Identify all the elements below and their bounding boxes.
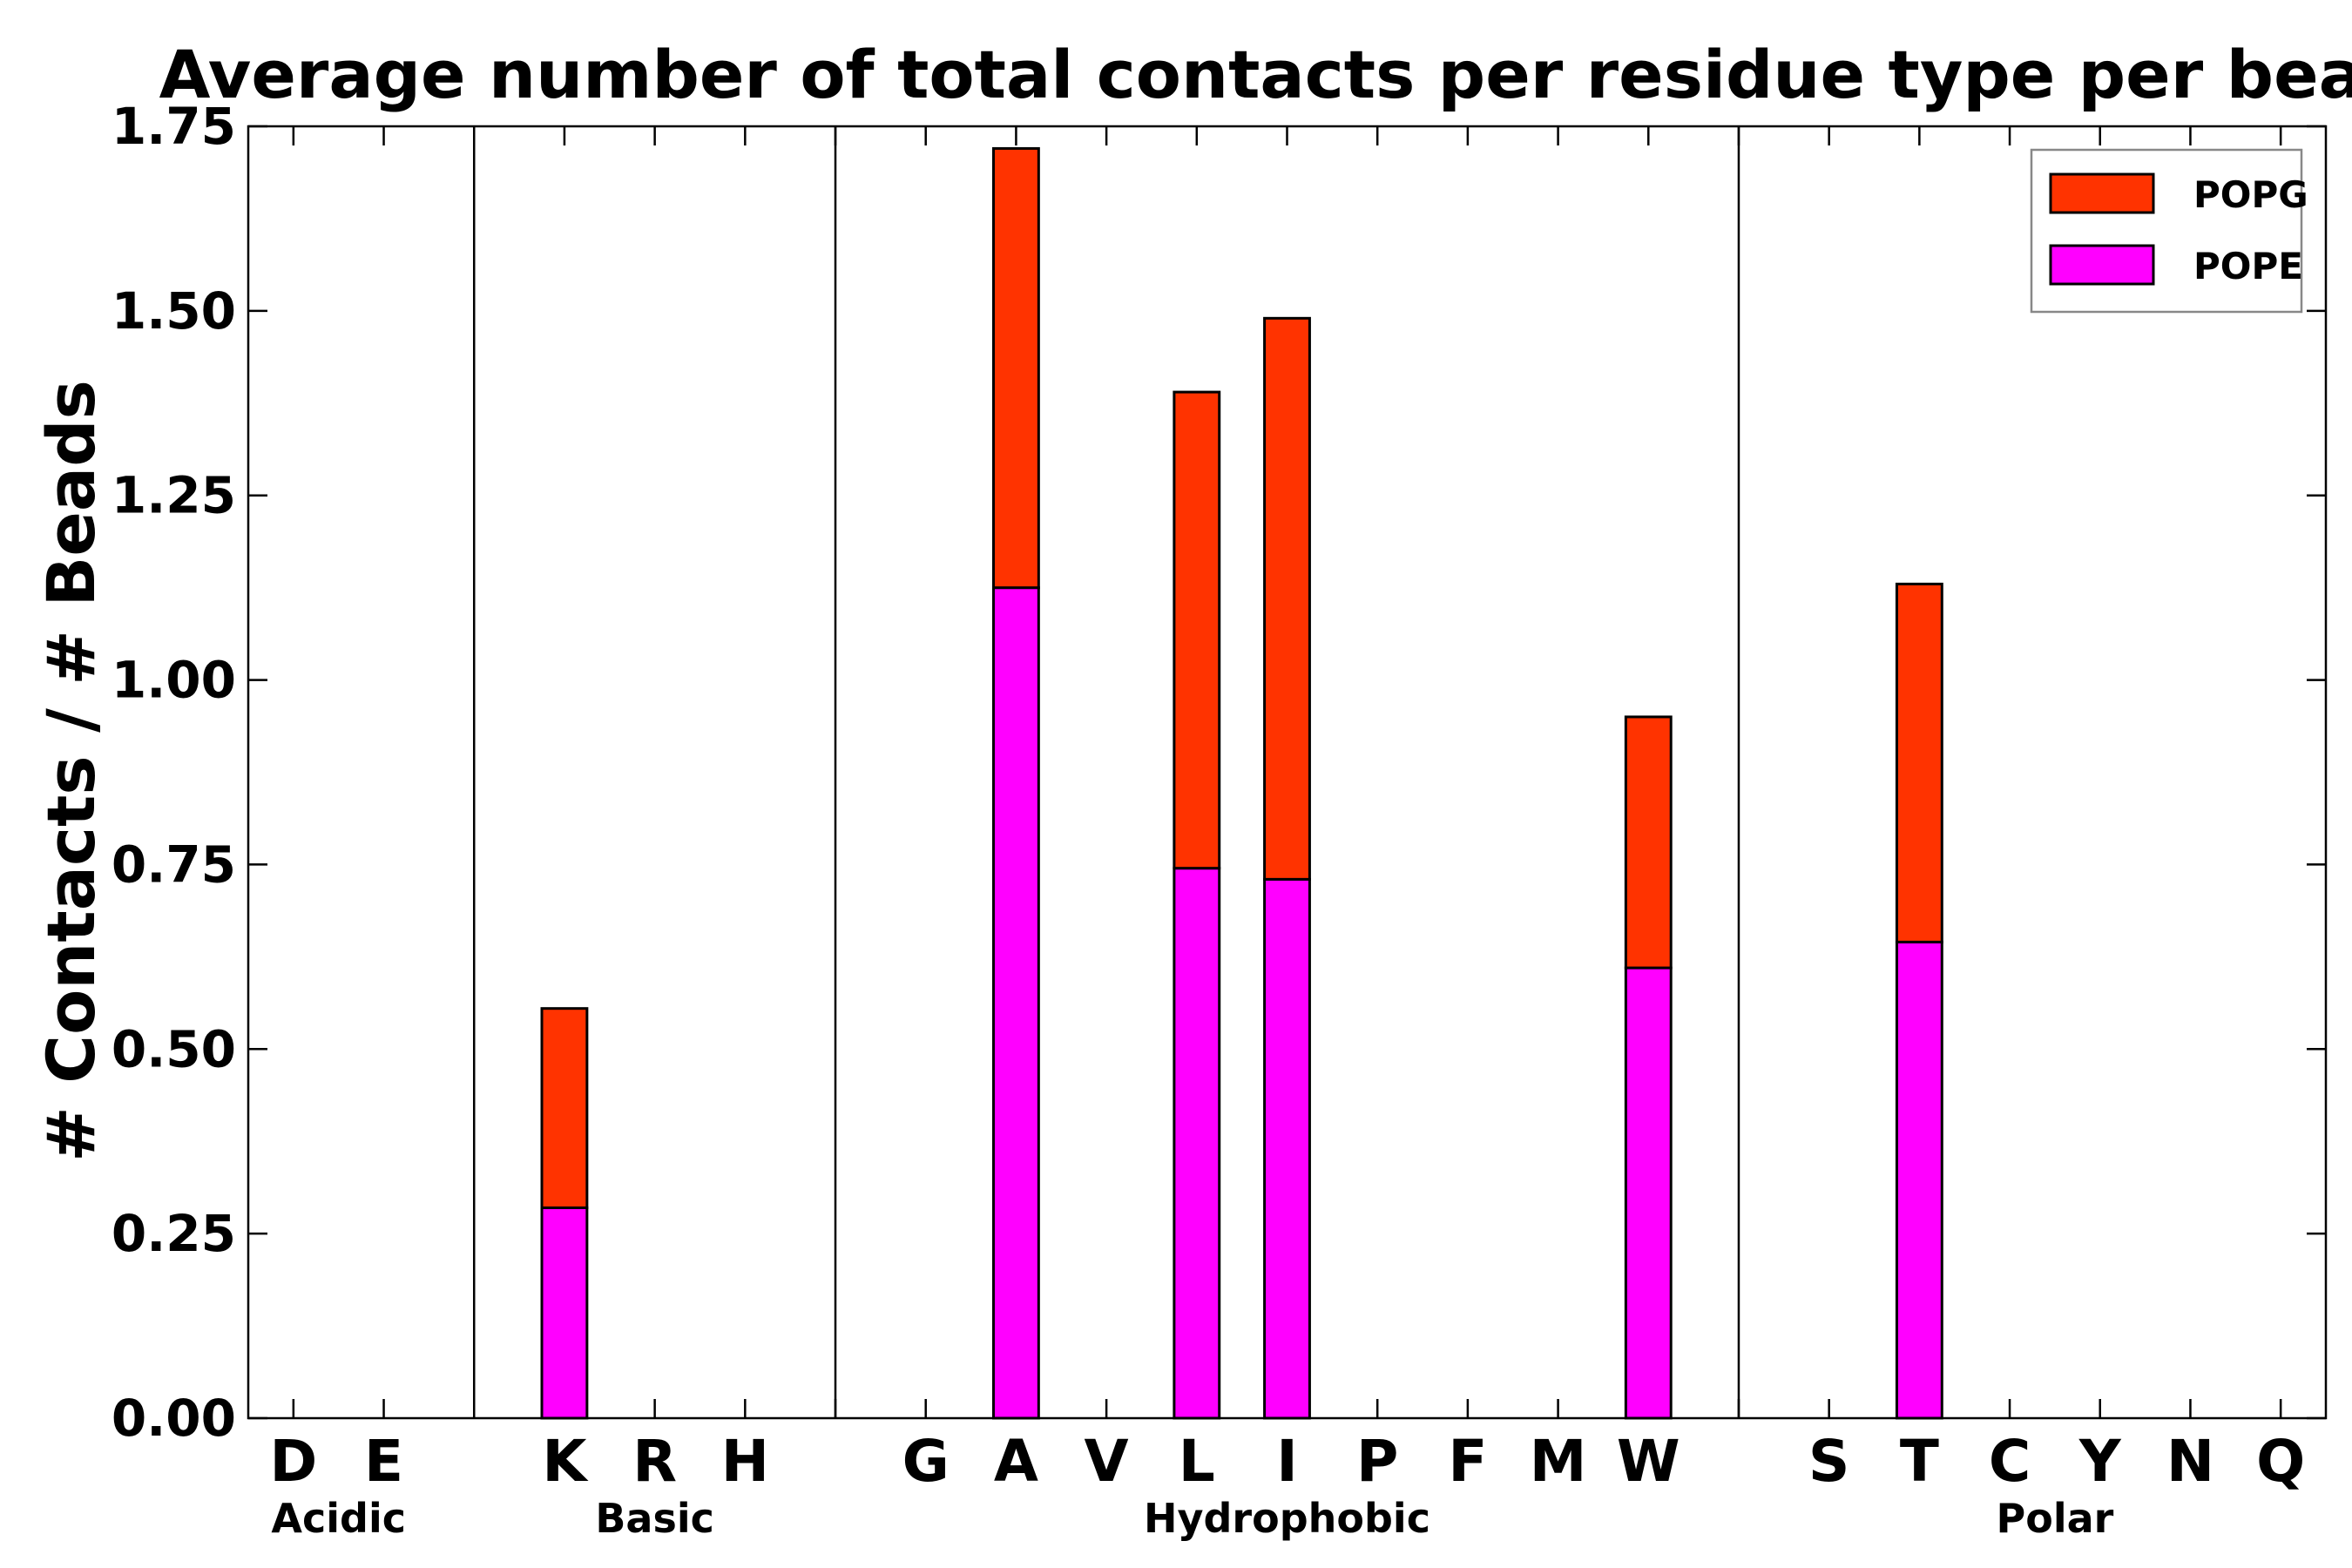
y-tick-label: 0.75	[112, 835, 236, 894]
chart-title: Average number of total contacts per res…	[159, 36, 2352, 113]
y-tick-label: 0.25	[112, 1204, 236, 1263]
bar-pope-L	[1173, 867, 1221, 1420]
x-tick-label: L	[1179, 1428, 1215, 1495]
bar-pope-K	[540, 1206, 589, 1420]
bar-pope-A	[991, 586, 1040, 1420]
x-tick-label: G	[902, 1428, 950, 1495]
x-tick-label: R	[632, 1428, 677, 1495]
legend-swatch-popg	[2049, 172, 2155, 214]
y-tick-label: 1.00	[112, 651, 236, 710]
x-tick-label: E	[364, 1428, 403, 1495]
bar-pope-T	[1895, 940, 1943, 1420]
x-tick-label: V	[1085, 1428, 1129, 1495]
x-tick-label: C	[1989, 1428, 2031, 1495]
x-tick-label: T	[1900, 1428, 1939, 1495]
group-label-basic: Basic	[595, 1495, 714, 1542]
x-tick-label: Q	[2256, 1428, 2305, 1495]
plot-area: 0.00 0.25 0.50 0.75 1.00 1.25 1.50 1.75 D E K R H G A V…	[112, 97, 2328, 1542]
group-label-polar: Polar	[1997, 1495, 2114, 1542]
group-label-acidic: Acidic	[271, 1495, 406, 1542]
bar-popg-I	[1263, 316, 1311, 881]
bar-pope-I	[1263, 877, 1311, 1420]
x-tick-label: A	[994, 1428, 1038, 1495]
y-tick-label: 0.00	[112, 1389, 236, 1448]
x-tick-label: K	[542, 1428, 589, 1495]
legend: POPG POPE	[2030, 148, 2308, 314]
x-tick-label: Y	[2078, 1428, 2122, 1495]
y-tick-label: 1.75	[112, 97, 236, 156]
bar-pope-W	[1624, 966, 1673, 1420]
x-tick-label: M	[1530, 1428, 1587, 1495]
bar-popg-A	[991, 146, 1040, 590]
y-axis-label: # Contacts / # Beads	[32, 380, 110, 1162]
group-label-hydrophobic: Hydrophobic	[1144, 1495, 1430, 1542]
x-tick-label: N	[2166, 1428, 2214, 1495]
bar-popg-K	[540, 1007, 589, 1209]
legend-label-popg: POPG	[2193, 173, 2308, 216]
y-tick-label: 1.50	[112, 281, 236, 341]
x-tick-label: W	[1617, 1428, 1680, 1495]
legend-label-pope: POPE	[2193, 245, 2303, 287]
x-tick-label: I	[1276, 1428, 1298, 1495]
bar-popg-W	[1624, 715, 1673, 970]
x-tick-label: D	[269, 1428, 317, 1495]
x-tick-label: F	[1448, 1428, 1487, 1495]
x-tick-label: S	[1808, 1428, 1850, 1495]
legend-swatch-pope	[2049, 244, 2155, 286]
bar-popg-L	[1173, 390, 1221, 870]
y-tick-label: 0.50	[112, 1019, 236, 1078]
x-tick-label: P	[1356, 1428, 1398, 1495]
x-tick-label: H	[721, 1428, 769, 1495]
bar-popg-T	[1895, 582, 1943, 943]
y-tick-label: 1.25	[112, 466, 236, 525]
